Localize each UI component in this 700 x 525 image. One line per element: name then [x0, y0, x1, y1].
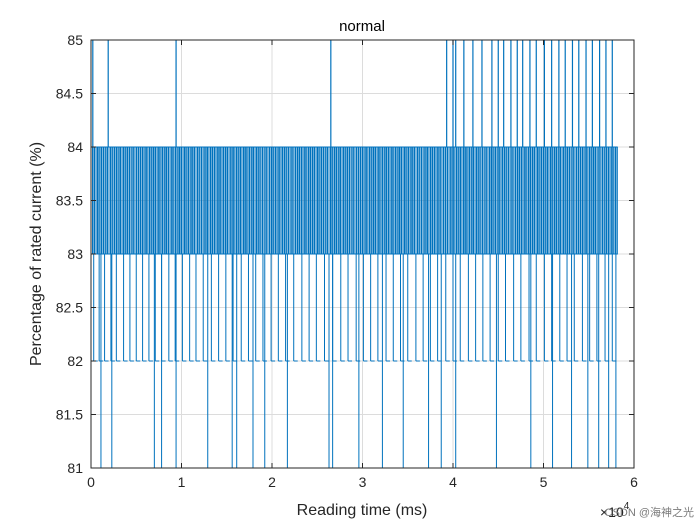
- y-axis-title: Percentage of rated current (%): [28, 142, 45, 366]
- x-axis-title: Reading time (ms): [297, 502, 428, 519]
- x-tick-label: 0: [87, 474, 95, 490]
- y-tick-label: 84.5: [56, 86, 83, 102]
- y-tick-label: 83: [67, 246, 83, 262]
- y-tick-label: 82.5: [56, 300, 83, 316]
- x-tick-label: 2: [268, 474, 276, 490]
- y-tick-label: 81: [67, 460, 83, 476]
- x-exponent-power: 4: [624, 501, 630, 512]
- x-exponent-label: ×104: [600, 501, 630, 520]
- watermark: CSDN @海神之光: [605, 505, 694, 519]
- tick-layer: 0 1 2 3 4 5 6 81 81.5 82 82.5 83 83.5 84 84.5 85: [56, 32, 638, 490]
- y-tick-label: 83.5: [56, 193, 83, 209]
- x-exponent-base: ×10: [600, 504, 624, 520]
- y-tick-label: 81.5: [56, 407, 83, 423]
- x-tick-label: 3: [359, 474, 367, 490]
- y-tick-label: 85: [67, 32, 83, 48]
- y-tick-label: 84: [67, 139, 83, 155]
- x-tick-label: 5: [540, 474, 548, 490]
- x-tick-label: 4: [449, 474, 457, 490]
- chart-title: normal: [339, 18, 385, 35]
- x-tick-label: 1: [178, 474, 186, 490]
- series-layer: [90, 40, 618, 468]
- x-tick-label: 6: [630, 474, 638, 490]
- y-tick-label: 82: [67, 353, 83, 369]
